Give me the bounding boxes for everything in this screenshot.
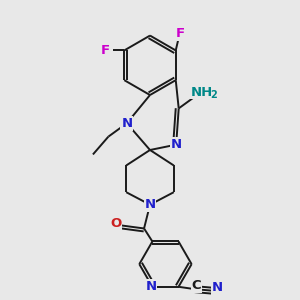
- Text: C: C: [192, 279, 201, 292]
- Text: F: F: [176, 27, 185, 40]
- Text: 2: 2: [210, 90, 217, 100]
- Text: O: O: [110, 217, 122, 230]
- Text: N: N: [145, 280, 157, 293]
- Text: N: N: [171, 138, 182, 151]
- Text: N: N: [144, 198, 156, 211]
- Text: F: F: [101, 44, 110, 57]
- Text: N: N: [121, 117, 132, 130]
- Text: N: N: [212, 280, 223, 294]
- Text: NH: NH: [190, 85, 213, 98]
